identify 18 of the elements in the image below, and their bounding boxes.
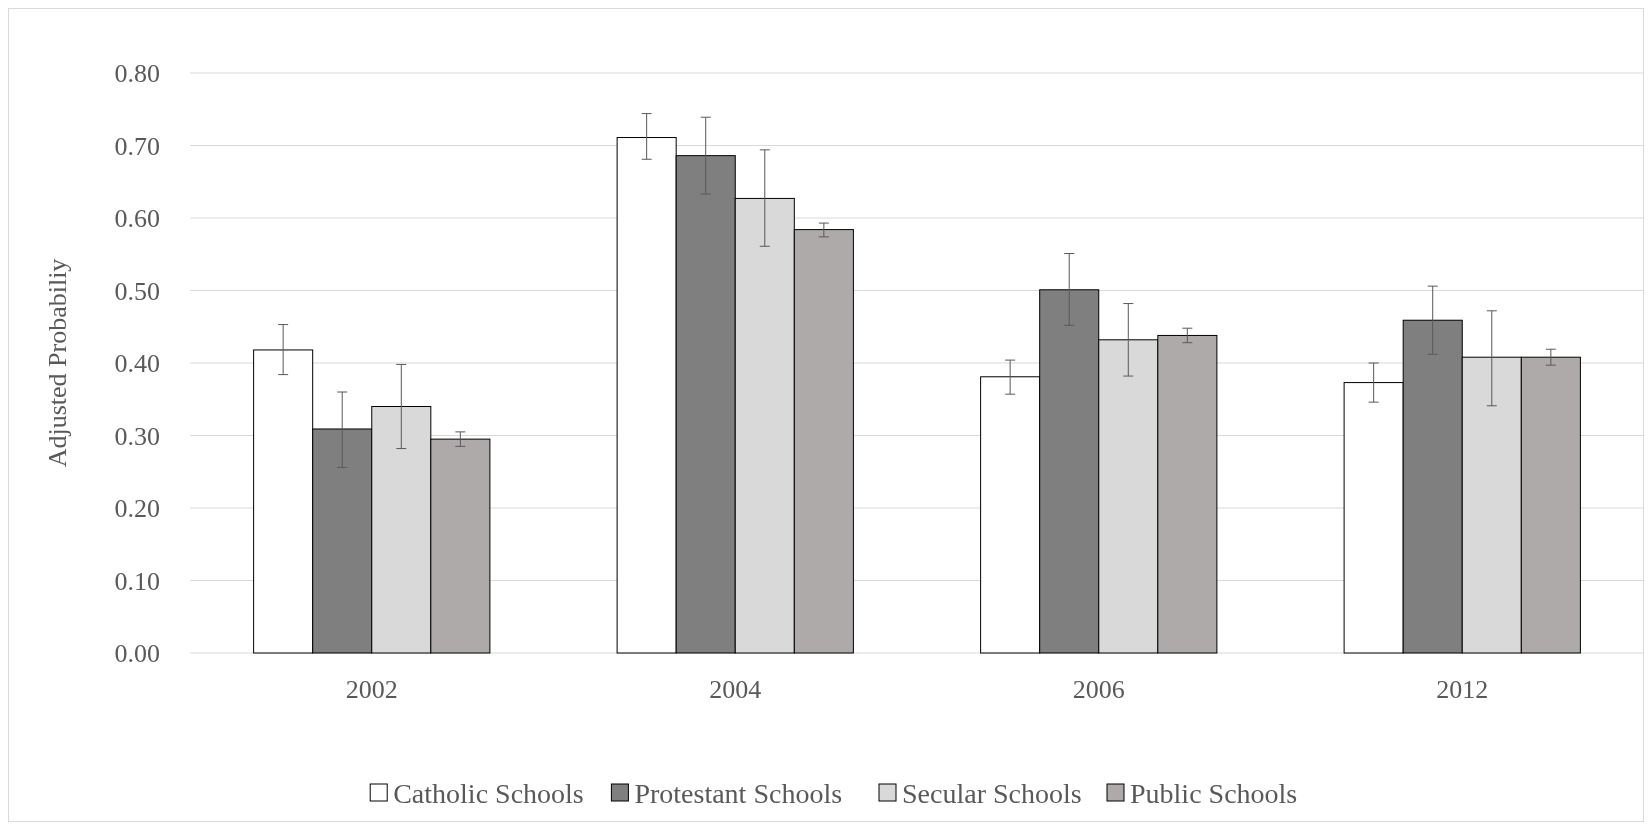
legend-label: Secular Schools	[902, 778, 1082, 809]
x-tick-label: 2006	[1072, 675, 1125, 704]
y-tick-label: 0.30	[114, 421, 160, 451]
y-tick-label: 0.40	[114, 349, 160, 379]
y-tick-label: 0.60	[114, 204, 160, 234]
legend-label: Catholic Schools	[393, 778, 584, 809]
y-axis-title: Adjusted Probabiliy	[43, 258, 72, 468]
x-tick-label: 2012	[1436, 675, 1489, 704]
y-tick-label: 0.50	[114, 276, 160, 306]
y-tick-label: 0.70	[114, 131, 160, 161]
y-tick-label: 0.80	[114, 59, 160, 89]
legend-label: Public Schools	[1130, 778, 1298, 809]
y-tick-label: 0.20	[114, 494, 160, 524]
y-tick-label: 0.10	[114, 566, 160, 596]
x-tick-label: 2004	[709, 675, 762, 704]
legend-label: Protestant Schools	[634, 778, 843, 809]
x-tick-label: 2002	[345, 675, 398, 704]
y-tick-label: 0.00	[114, 639, 160, 669]
